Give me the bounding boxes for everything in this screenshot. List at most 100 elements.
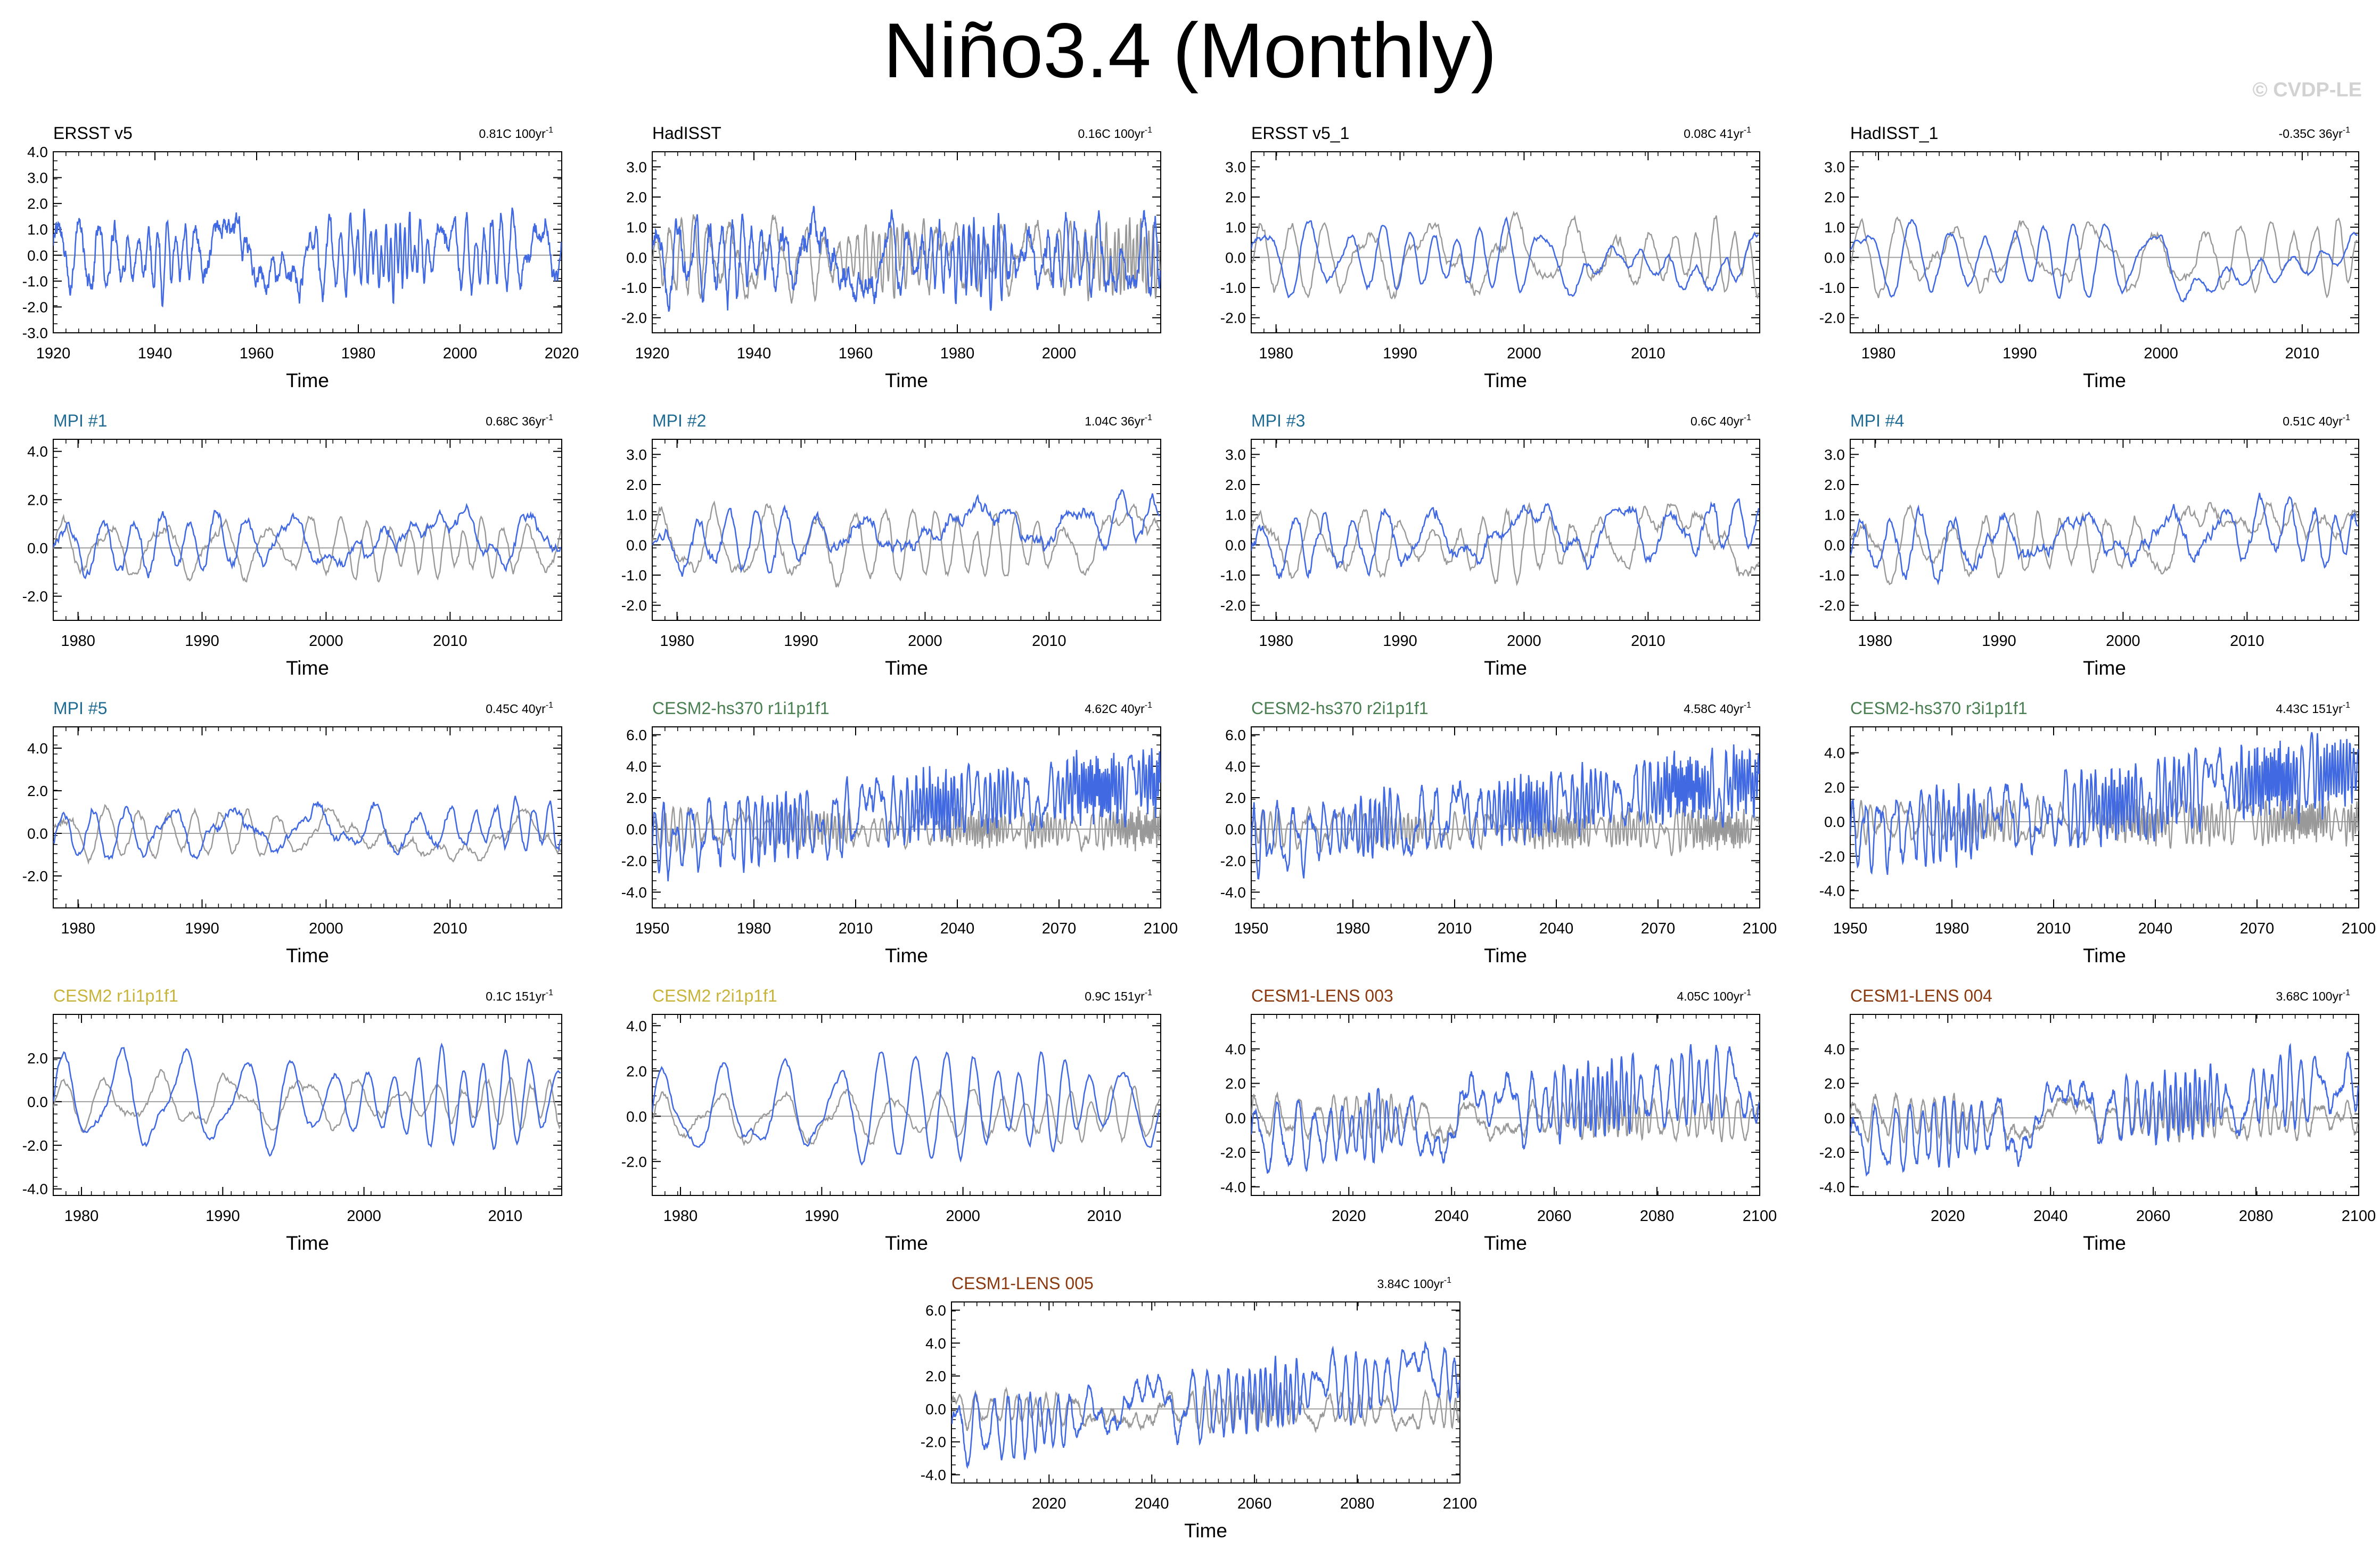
panel-12: 1950 1980 2010 2040 2070 2100 -4.0 -2.0 0.0 2.0 4.… [1819,699,2376,966]
trend-exponent: -1 [2343,413,2350,422]
x-tick-label: 1980 [660,633,694,650]
x-axis-label: Time [2083,657,2126,679]
x-tick-label: 2020 [1332,1208,1366,1225]
model-series-line [1850,219,2358,303]
x-tick-label: 1980 [64,1208,99,1225]
y-tick-label: 0.0 [1824,814,1845,830]
y-tick-label: -2.0 [1819,597,1845,614]
obs-series-line [652,1084,1160,1146]
x-tick-label: 1960 [839,345,873,362]
x-tick-label: 1920 [36,345,71,362]
panel-6: 1980 1990 2000 2010 -2.0 -1.0 0.0 1.0 2.0 3.0 MPI … [621,411,1161,679]
y-tick-label: 0.0 [1824,249,1845,266]
y-tick-label: 1.0 [27,222,48,238]
x-axis-label: Time [1484,1232,1527,1254]
y-tick-label: -2.0 [1819,848,1845,865]
x-tick-label: 2010 [1087,1208,1122,1225]
x-tick-label: 2020 [545,345,579,362]
panel-title: MPI #1 [53,411,107,430]
trend-label: 0.51C 40yr-1 [2283,413,2350,428]
x-tick-label: 2040 [2138,920,2173,937]
plot-frame [1850,1014,2359,1196]
y-tick-label: 2.0 [1225,189,1246,206]
obs-series-line [1850,216,2358,299]
plot-frame [652,1014,1161,1196]
x-tick-label: 2000 [908,633,942,650]
x-axis-label: Time [1184,1520,1227,1542]
model-series-line [1251,1044,1760,1174]
trend-value: 4.43C 151yr [2276,702,2343,716]
y-tick-label: 3.0 [27,170,48,186]
plot-frame [53,439,562,621]
panel-10: 1950 1980 2010 2040 2070 2100 -4.0 -2.0 0.0 2.0 4.… [621,699,1178,966]
y-tick-label: 3.0 [626,159,647,175]
x-tick-label: 2000 [309,633,343,650]
x-tick-label: 2080 [1640,1208,1675,1225]
obs-series-line [1251,1091,1760,1144]
model-series-line [53,796,562,861]
y-tick-label: 3.0 [1225,159,1246,175]
y-tick-label: -2.0 [22,299,48,315]
plot-frame [652,726,1161,908]
y-tick-label: -2.0 [1220,597,1246,614]
trend-label: 4.43C 151yr-1 [2276,701,2350,716]
x-tick-label: 2070 [1042,920,1077,937]
x-tick-label: 2010 [433,633,467,650]
y-tick-label: -4.0 [22,1181,48,1198]
x-tick-label: 2100 [2342,920,2376,937]
y-tick-label: 1.0 [1225,219,1246,236]
panel-title: CESM1-LENS 003 [1251,986,1393,1005]
y-tick-label: -4.0 [1220,884,1246,900]
y-tick-label: 3.0 [1824,446,1845,463]
x-tick-label: 2000 [309,920,343,937]
y-tick-label: 1.0 [1225,507,1246,523]
trend-label: 4.62C 40yr-1 [1085,701,1152,716]
y-tick-label: 0.0 [27,247,48,264]
panel-title: HadISST [652,124,721,143]
trend-exponent: -1 [546,126,553,135]
y-tick-label: 2.0 [1824,1076,1845,1092]
x-tick-label: 2070 [2240,920,2275,937]
y-tick-label: 0.0 [1225,1110,1246,1126]
trend-label: 0.81C 100yr-1 [479,126,553,141]
y-tick-label: -2.0 [1220,853,1246,869]
panel-4: 1980 1990 2000 2010 -2.0 -1.0 0.0 1.0 2.0 3.0 HadI… [1819,124,2359,391]
y-tick-label: 0.0 [1225,537,1246,553]
trend-exponent: -1 [1744,413,1751,422]
trend-label: 1.04C 36yr-1 [1085,413,1152,428]
x-tick-label: 2010 [488,1208,523,1225]
x-tick-label: 2000 [1042,345,1077,362]
y-tick-label: 4.0 [27,144,48,160]
x-axis-label: Time [286,945,329,966]
y-tick-label: -2.0 [22,868,48,884]
panel-title: CESM1-LENS 005 [951,1274,1094,1293]
x-tick-label: 2040 [2033,1208,2068,1225]
y-tick-label: 3.0 [1824,159,1845,175]
y-tick-label: 2.0 [27,783,48,799]
x-tick-label: 2000 [1507,345,1541,362]
model-series-line [951,1340,1460,1469]
model-series-line [1251,216,1759,299]
x-tick-label: 1990 [805,1208,839,1225]
x-axis-label: Time [2083,370,2126,391]
x-tick-label: 2100 [1743,920,1777,937]
x-tick-label: 2000 [347,1208,381,1225]
obs-series-line [652,214,1161,304]
trend-exponent: -1 [1145,701,1152,710]
y-tick-label: -2.0 [621,310,647,326]
y-tick-label: 4.0 [1225,1041,1246,1058]
x-tick-label: 1950 [1833,920,1868,937]
trend-value: 0.68C 36yr [486,414,546,428]
x-tick-label: 1990 [185,633,219,650]
model-series-line [53,503,562,579]
x-axis-label: Time [1484,370,1527,391]
trend-value: 0.6C 40yr [1690,414,1744,428]
x-tick-label: 2010 [2037,920,2071,937]
x-axis-label: Time [2083,1232,2126,1254]
model-series-line [1850,493,2359,586]
trend-label: -0.35C 36yr-1 [2279,126,2351,141]
y-tick-label: 4.0 [1824,745,1845,761]
y-tick-label: 2.0 [27,195,48,212]
x-tick-label: 2010 [839,920,873,937]
